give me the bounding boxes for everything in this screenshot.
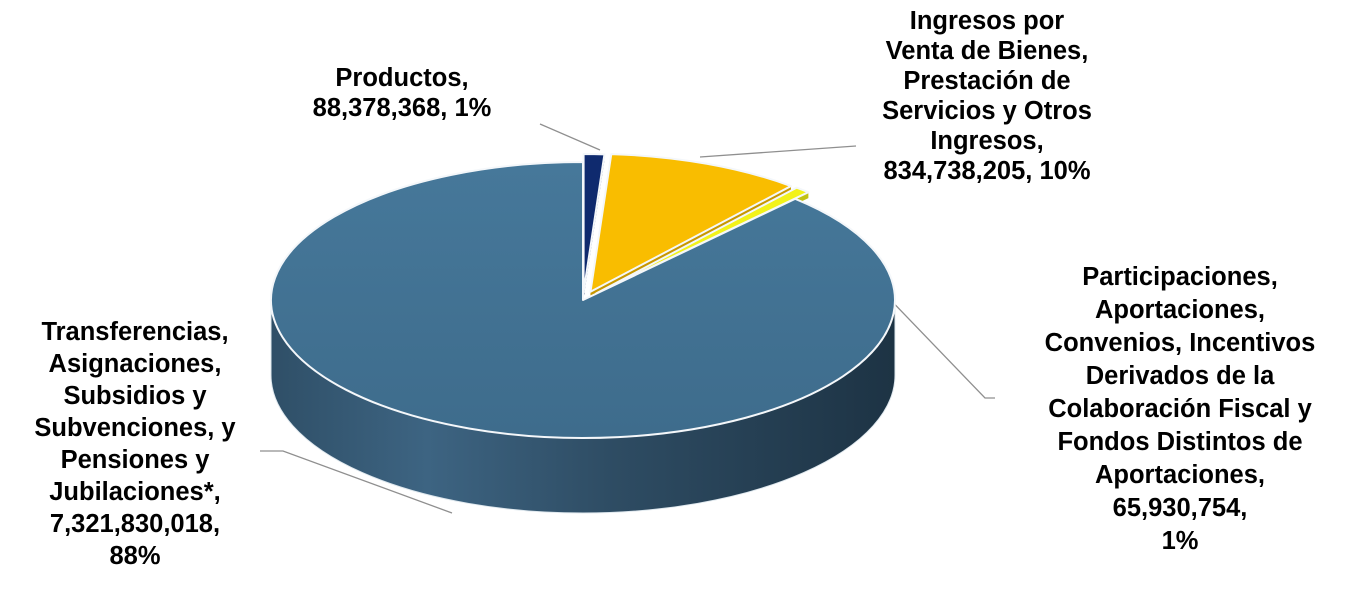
leader-line-ingresos-por-venta-de-bienes-prestacion-	[699, 145, 857, 158]
slice-top-participaciones-aportaciones-convenios-i	[595, 186, 810, 295]
slice-top-transferencias-asignaciones-subsidios-y-	[270, 161, 896, 439]
pie-slices	[270, 153, 896, 514]
slice-top-ingresos-por-venta-de-bienes-prestacion-	[589, 153, 792, 293]
leader-line-transferencias-asignaciones-subsidios-y-	[260, 450, 453, 514]
slice-label-participaciones: Participaciones, Aportaciones, Convenios…	[1044, 263, 1316, 555]
slice-label-ingresos-venta: Ingresos por Venta de Bienes, Prestación…	[882, 7, 1092, 185]
slice-top-productos	[582, 153, 606, 294]
leader-line-productos	[539, 123, 601, 151]
slice-label-productos: Productos, 88,378,368, 1%	[312, 64, 492, 122]
slice-label-transferencias: Transferencias, Asignaciones, Subsidios …	[34, 318, 236, 570]
